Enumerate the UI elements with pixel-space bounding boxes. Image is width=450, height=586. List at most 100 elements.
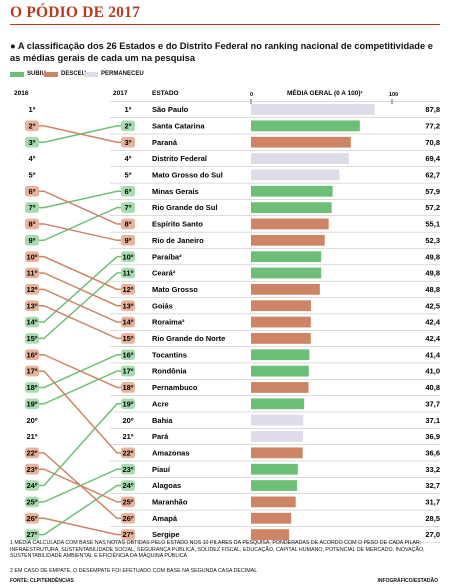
state-name: Rio Grande do Norte — [152, 334, 225, 343]
rank-2016-label: 17º — [26, 367, 37, 376]
legend-same-swatch — [84, 71, 98, 77]
rank-2017-label: 5º — [125, 171, 132, 180]
rank-2016-label: 25º — [26, 498, 37, 507]
state-name: Roraima² — [152, 318, 185, 327]
state-name: Mato Grosso do Sul — [152, 171, 223, 180]
rank-change-line — [39, 484, 121, 536]
rank-2016-label: 6º — [29, 187, 36, 196]
rank-change-line — [39, 354, 121, 389]
state-name: Alagoas — [152, 481, 181, 490]
rank-2017-label: 8º — [125, 220, 132, 229]
rank-2017-label: 16º — [122, 350, 133, 359]
score-bar — [251, 365, 309, 377]
state-name: Acre — [152, 399, 169, 408]
score-bar — [251, 202, 332, 213]
score-bar — [251, 447, 303, 459]
rank-2016-label: 20º — [26, 416, 37, 425]
score-bar — [251, 218, 329, 230]
score-value: 36,6 — [425, 448, 440, 457]
rank-2017-label: 11º — [123, 269, 134, 278]
rank-2016-label-bg — [25, 529, 39, 540]
rank-2017-label-bg — [121, 136, 135, 148]
score-value: 52,3 — [425, 236, 440, 245]
rank-2016-label-bg — [25, 480, 39, 491]
rank-2016-label-bg — [25, 316, 39, 328]
score-value: 37,1 — [425, 416, 440, 425]
rank-2017-label: 12º — [122, 285, 133, 294]
score-value: 27,0 — [425, 530, 440, 539]
rank-2017-label-bg — [121, 316, 135, 328]
score-bar — [251, 382, 309, 393]
rank-2016-label: 24º — [26, 481, 37, 490]
state-name: Espírito Santo — [152, 220, 203, 229]
score-value: 28,5 — [425, 514, 440, 523]
legend-same: PERMANECEU — [84, 71, 144, 77]
rank-2017-label-bg — [121, 463, 135, 475]
chart-title: O PÓDIO DE 2017 — [10, 4, 141, 21]
score-value: 77,2 — [425, 121, 440, 130]
score-bar — [251, 153, 349, 164]
rank-2017-label-bg — [121, 185, 135, 197]
rank-2017-label: 6º — [125, 187, 132, 196]
rank-2016-label-bg — [25, 136, 39, 148]
rank-2016-label: 19º — [26, 399, 37, 408]
rank-2016-label: 7º — [29, 203, 36, 212]
score-bar — [251, 104, 375, 115]
state-name: Rio de Janeiro — [152, 236, 204, 245]
rank-change-line — [39, 370, 121, 454]
rank-change-line — [39, 223, 121, 242]
state-name: Rondônia — [152, 367, 187, 376]
score-value: 57,9 — [425, 187, 440, 196]
score-bar — [251, 300, 311, 312]
state-name: Santa Catarina — [152, 121, 205, 130]
legend-down: DESCEU — [44, 71, 86, 77]
state-name: Pernambuco — [152, 383, 198, 392]
rank-2016-label: 12º — [26, 285, 37, 294]
rank-2016-label-bg — [25, 512, 39, 524]
state-name: Amapá — [152, 514, 178, 523]
score-value: 49,8 — [425, 269, 440, 278]
rank-2016-label: 13º — [26, 301, 37, 310]
score-value: 31,7 — [425, 498, 440, 507]
rank-2017-label: 15º — [122, 334, 133, 343]
rank-2016-label: 22º — [26, 448, 37, 457]
rank-2017-label: 17º — [122, 367, 133, 376]
rank-2016-label: 11º — [27, 269, 38, 278]
rank-2017-label: 23º — [122, 465, 133, 474]
rank-2016-label: 8º — [29, 220, 36, 229]
rank-2016-label: 27º — [26, 530, 37, 539]
rank-2016-label-bg — [25, 365, 39, 377]
rank-change-line — [39, 370, 121, 405]
score-bar — [251, 267, 322, 279]
rank-2016-label: 5º — [29, 171, 36, 180]
score-bar — [251, 496, 296, 508]
rank-2016-label-bg — [25, 398, 39, 410]
score-value: 42,5 — [425, 301, 440, 310]
legend-up: SUBIU — [10, 71, 46, 77]
state-name: Paraíba² — [152, 252, 182, 261]
rank-2017-label: 24º — [122, 481, 133, 490]
rank-2017-label: 21º — [122, 432, 133, 441]
rank-2016-label-bg — [25, 463, 39, 475]
state-name: Bahia — [152, 416, 173, 425]
score-value: 36,9 — [425, 432, 440, 441]
rank-2016-label-bg — [25, 333, 39, 344]
title-divider — [10, 24, 440, 25]
score-value: 48,8 — [425, 285, 440, 294]
rank-2016-label-bg — [25, 185, 39, 197]
rank-2017-label-bg — [121, 251, 135, 262]
score-value: 70,8 — [425, 138, 440, 147]
rank-2017-label: 3º — [125, 138, 132, 147]
score-bar — [251, 414, 304, 426]
rank-2016-label: 1º — [29, 105, 36, 114]
rank-2016-label-bg — [25, 300, 39, 311]
rank-2017-label-bg — [121, 120, 135, 132]
rank-2016-label-bg — [25, 235, 39, 246]
score-bar — [251, 120, 360, 132]
rank-change-line — [39, 517, 121, 536]
score-bar — [251, 463, 298, 475]
rank-2017-label: 26º — [122, 514, 133, 523]
rank-2016-label: 23º — [26, 465, 37, 474]
state-name: São Paulo — [152, 105, 189, 114]
rank-2016-label: 2º — [29, 121, 36, 130]
